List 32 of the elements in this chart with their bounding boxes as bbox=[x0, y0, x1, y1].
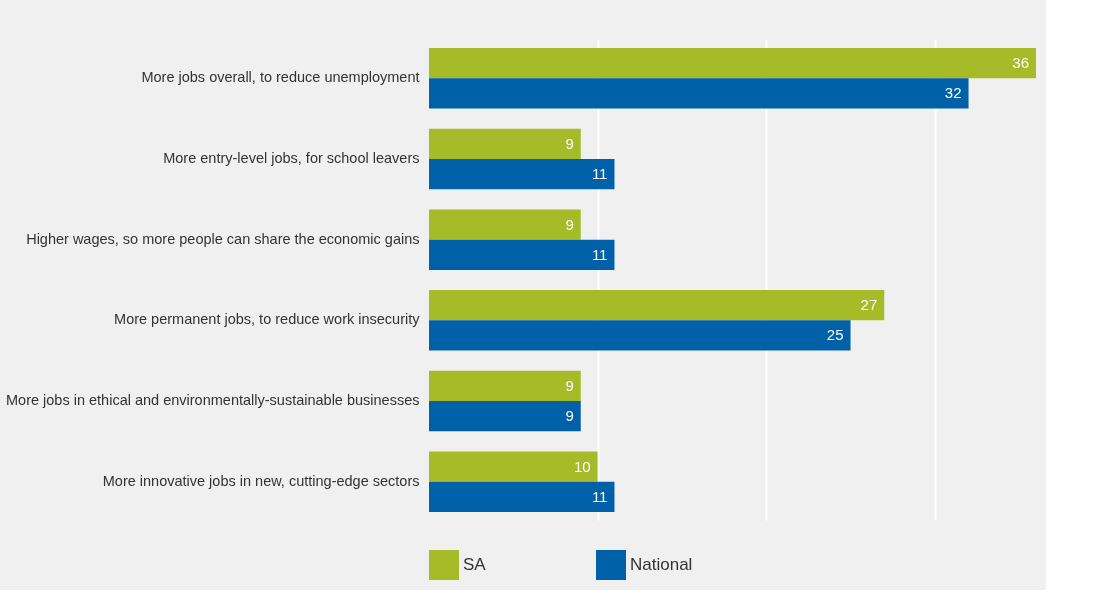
data-label: 9 bbox=[565, 134, 574, 152]
legend-label: SA bbox=[463, 555, 487, 574]
bar bbox=[429, 158, 615, 190]
y-tick-label: More permanent jobs, to reduce work insecurity bbox=[114, 311, 421, 328]
bar bbox=[429, 78, 969, 109]
data-label: 11 bbox=[591, 487, 608, 505]
data-label: 32 bbox=[944, 84, 962, 102]
data-label: 11 bbox=[591, 245, 608, 263]
y-tick-label: More innovative jobs in new, cutting-edge sectors bbox=[102, 472, 420, 489]
bar bbox=[429, 451, 598, 482]
data-label: 27 bbox=[860, 296, 878, 314]
data-label: 25 bbox=[826, 326, 844, 344]
bar bbox=[429, 239, 615, 270]
y-tick-label: More jobs in ethical and environmentally-sustainable businesses bbox=[6, 392, 420, 409]
data-label: 9 bbox=[565, 215, 574, 233]
bar bbox=[429, 128, 581, 159]
bar bbox=[429, 290, 885, 321]
data-label: 36 bbox=[1012, 54, 1029, 72]
bar bbox=[429, 320, 851, 351]
bar bbox=[429, 481, 615, 512]
bar bbox=[429, 48, 1036, 79]
data-label: 9 bbox=[565, 407, 574, 425]
data-label: 11 bbox=[591, 165, 608, 183]
y-tick-label: More jobs overall, to reduce unemployment bbox=[141, 69, 420, 86]
bar bbox=[429, 401, 581, 432]
data-label: 9 bbox=[565, 376, 574, 394]
legend-label: National bbox=[630, 555, 693, 574]
y-tick-label: Higher wages, so more people can share the economic gains bbox=[26, 230, 420, 247]
data-label: 10 bbox=[573, 457, 591, 475]
bar bbox=[429, 370, 581, 402]
y-tick-label: More entry-level jobs, for school leavers bbox=[163, 149, 420, 166]
bar bbox=[429, 209, 581, 240]
